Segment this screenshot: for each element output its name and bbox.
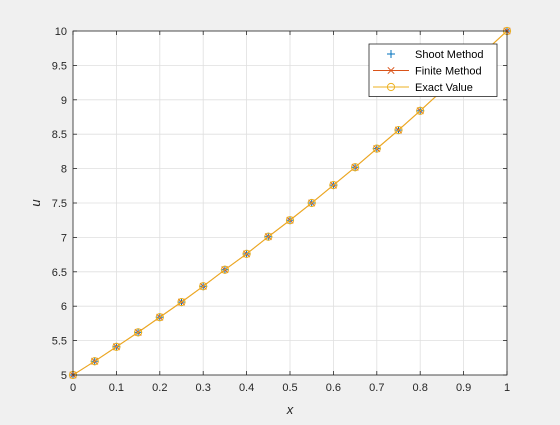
data-point — [416, 106, 425, 115]
legend-entry: Shoot Method — [387, 49, 484, 61]
y-tick-label: 9.5 — [52, 60, 67, 72]
x-axis-label: x — [286, 402, 294, 417]
y-tick-label: 8.5 — [52, 129, 67, 141]
x-tick-label: 0.2 — [152, 382, 167, 394]
y-tick-label: 10 — [55, 26, 67, 38]
y-tick-label: 5 — [61, 370, 67, 382]
data-point — [307, 198, 316, 208]
x-tick-label: 0.1 — [109, 382, 124, 394]
data-point — [329, 181, 338, 190]
legend-label: Shoot Method — [415, 49, 484, 61]
data-point — [199, 282, 208, 291]
x-tick-label: 0.3 — [196, 382, 211, 394]
data-point — [372, 144, 381, 153]
legend-marker — [386, 82, 396, 92]
y-tick-label: 6 — [61, 301, 67, 313]
data-point — [264, 232, 273, 241]
data-point — [112, 342, 121, 351]
series-exact-value — [68, 26, 512, 380]
y-tick-label: 9 — [61, 95, 67, 107]
data-point — [155, 313, 164, 322]
data-point — [90, 357, 99, 366]
x-tick-label: 0.4 — [239, 382, 254, 394]
y-tick-label: 8 — [61, 164, 67, 176]
series-layer — [68, 26, 512, 380]
legend-entry: Exact Value — [373, 82, 473, 94]
y-axis-label: u — [28, 199, 43, 206]
y-tick-label: 7.5 — [52, 198, 67, 210]
legend-label: Exact Value — [415, 82, 473, 94]
x-tick-label: 0 — [70, 382, 76, 394]
x-tick-label: 1 — [504, 382, 510, 394]
legend-marker — [387, 66, 395, 75]
y-tick-label: 6.5 — [52, 267, 67, 279]
data-point — [394, 125, 403, 135]
axis-ticks: 0 0.1 0.2 0.3 0.4 0.5 0.6 0.7 0.8 0.9 1 5 5.5 6 6.5 7 7.… — [52, 26, 510, 394]
x-tick-label: 0.9 — [456, 382, 471, 394]
x-tick-label: 0.6 — [326, 382, 341, 394]
x-tick-label: 0.8 — [413, 382, 428, 394]
data-point — [134, 328, 143, 337]
series-line — [72, 30, 508, 376]
legend-entry: Finite Method — [373, 66, 482, 78]
x-tick-label: 0.7 — [369, 382, 384, 394]
legend-marker — [387, 50, 395, 58]
cross-stroke — [387, 66, 395, 75]
data-point — [285, 216, 295, 225]
data-point — [242, 249, 251, 259]
y-tick-label: 7 — [61, 232, 67, 244]
x-tick-label: 0.5 — [282, 382, 297, 394]
y-tick-label: 5.5 — [52, 336, 67, 348]
data-point — [177, 297, 186, 307]
data-point — [351, 163, 360, 172]
data-point — [220, 265, 229, 274]
legend-label: Finite Method — [415, 66, 482, 78]
legend: Shoot Method Finite Method Exact Value — [368, 43, 498, 97]
